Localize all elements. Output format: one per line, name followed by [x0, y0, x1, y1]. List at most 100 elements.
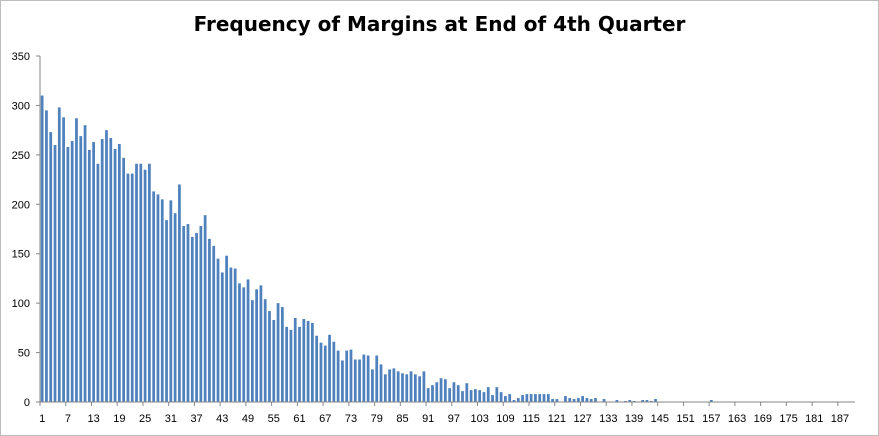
- x-tick-label: 85: [396, 413, 408, 425]
- bar: [392, 368, 396, 402]
- bar: [143, 169, 147, 402]
- bar: [255, 289, 258, 402]
- bar: [250, 300, 254, 402]
- bar: [49, 132, 53, 402]
- bar: [422, 371, 426, 402]
- bar: [242, 287, 246, 402]
- bar: [495, 387, 499, 402]
- bar: [542, 394, 546, 402]
- bar: [426, 388, 430, 402]
- bar: [178, 184, 181, 402]
- bar: [628, 400, 632, 402]
- bar: [280, 307, 284, 402]
- bar: [126, 173, 130, 402]
- bar: [375, 355, 379, 402]
- bar: [83, 125, 87, 402]
- bar: [328, 334, 331, 402]
- x-tick-label: 181: [805, 413, 823, 425]
- bar: [469, 390, 473, 402]
- bar: [525, 394, 529, 402]
- bar: [478, 390, 482, 402]
- bar: [581, 396, 584, 402]
- bar: [709, 400, 713, 402]
- bar: [366, 355, 370, 402]
- bar: [589, 399, 593, 402]
- bar: [516, 398, 520, 402]
- bar: [233, 268, 237, 402]
- bar: [602, 399, 606, 402]
- y-tick-label: 250: [12, 150, 30, 162]
- bar: [263, 299, 267, 402]
- x-tick-label: 73: [345, 413, 357, 425]
- x-tick-label: 157: [702, 413, 720, 425]
- bar: [285, 326, 289, 402]
- bar: [268, 311, 271, 402]
- bar: [238, 283, 241, 402]
- x-tick-label: 139: [625, 413, 643, 425]
- bar: [96, 163, 100, 402]
- x-tick-label: 19: [113, 413, 125, 425]
- bar: [199, 226, 203, 402]
- y-tick-label: 350: [12, 51, 30, 63]
- bar: [482, 392, 486, 402]
- bar: [152, 191, 156, 402]
- y-tick-label: 200: [12, 199, 30, 211]
- bar: [148, 163, 151, 402]
- x-tick-label: 97: [448, 413, 460, 425]
- x-tick-label: 1: [39, 413, 45, 425]
- bar: [349, 349, 353, 402]
- y-tick-label: 0: [24, 397, 30, 409]
- x-tick-label: 115: [522, 413, 540, 425]
- bar: [388, 369, 391, 402]
- bar: [435, 382, 439, 402]
- bar: [491, 395, 494, 402]
- x-tick-label: 79: [371, 413, 383, 425]
- bar: [165, 220, 168, 402]
- x-tick-label: 103: [470, 413, 488, 425]
- bar: [195, 232, 198, 402]
- x-tick-label: 175: [779, 413, 797, 425]
- bar: [418, 376, 421, 402]
- bar: [323, 345, 327, 402]
- bar: [216, 258, 220, 402]
- bar: [456, 385, 460, 402]
- bar: [401, 373, 404, 402]
- x-tick-label: 91: [422, 413, 434, 425]
- x-tick-label: 145: [651, 413, 669, 425]
- bar: [220, 272, 224, 402]
- bar: [546, 394, 550, 402]
- bar: [439, 378, 443, 402]
- bar: [504, 396, 507, 402]
- bar: [186, 224, 190, 402]
- bar: [246, 279, 250, 402]
- bar: [521, 395, 524, 402]
- bar: [486, 387, 490, 402]
- x-tick-label: 13: [87, 413, 99, 425]
- bar: [341, 360, 344, 402]
- bar: [259, 285, 263, 402]
- bar: [57, 107, 61, 402]
- bar: [555, 399, 559, 402]
- bar: [512, 400, 516, 402]
- bar: [160, 199, 164, 402]
- x-tick-label: 43: [216, 413, 228, 425]
- x-tick-label: 37: [190, 413, 202, 425]
- x-tick-label: 133: [599, 413, 617, 425]
- bar: [551, 399, 554, 402]
- x-tick-label: 151: [676, 413, 694, 425]
- bar: [576, 398, 580, 402]
- bar: [117, 143, 121, 403]
- x-tick-label: 169: [754, 413, 772, 425]
- bar: [353, 359, 357, 402]
- bar: [70, 141, 74, 402]
- bar: [362, 354, 366, 402]
- x-tick-label: 49: [242, 413, 254, 425]
- bar: [298, 326, 301, 402]
- bar: [319, 342, 323, 402]
- bar: [452, 382, 456, 402]
- y-tick-label: 100: [12, 298, 30, 310]
- bar: [135, 163, 138, 402]
- bar: [396, 371, 400, 402]
